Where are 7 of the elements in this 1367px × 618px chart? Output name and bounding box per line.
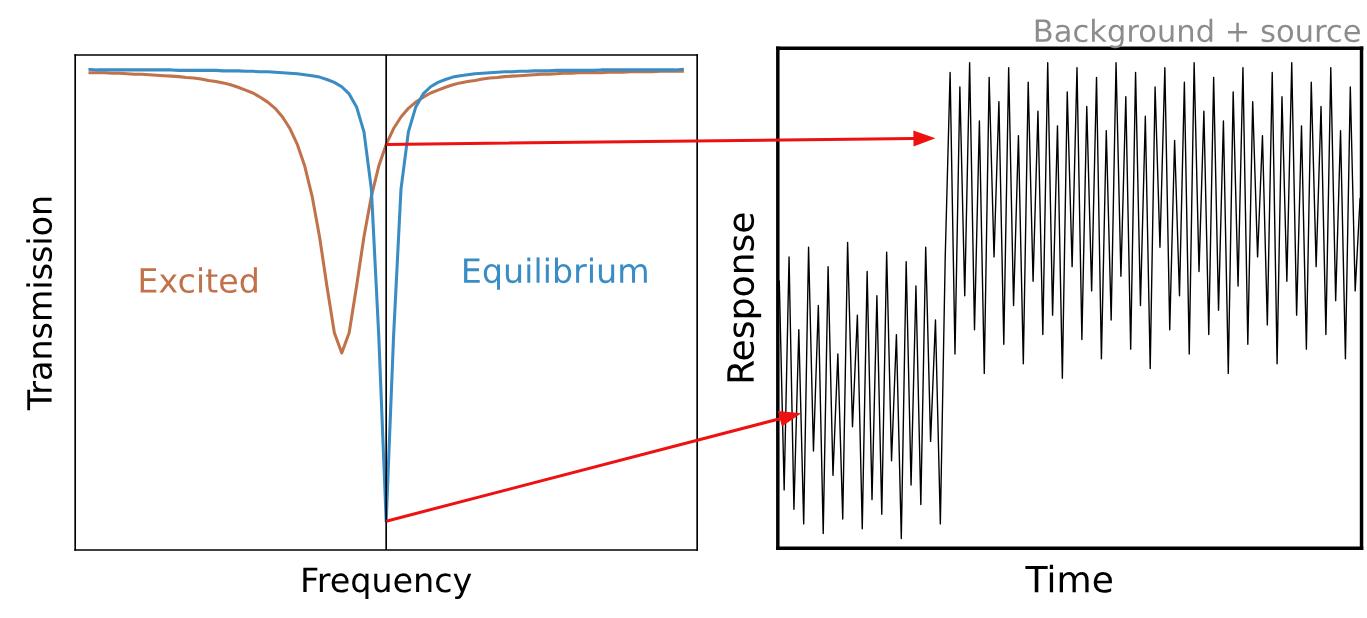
- series-label: Excited: [140, 267, 257, 294]
- y-axis-title: Response: [727, 213, 762, 382]
- x-axis-title: Time: [1025, 564, 1112, 593]
- series-label: Equilibrium: [464, 257, 647, 290]
- x-axis-title: Frequency: [303, 567, 472, 599]
- chart-title: Background + source: [1035, 18, 1360, 49]
- y-axis-title: Transmission: [26, 197, 53, 411]
